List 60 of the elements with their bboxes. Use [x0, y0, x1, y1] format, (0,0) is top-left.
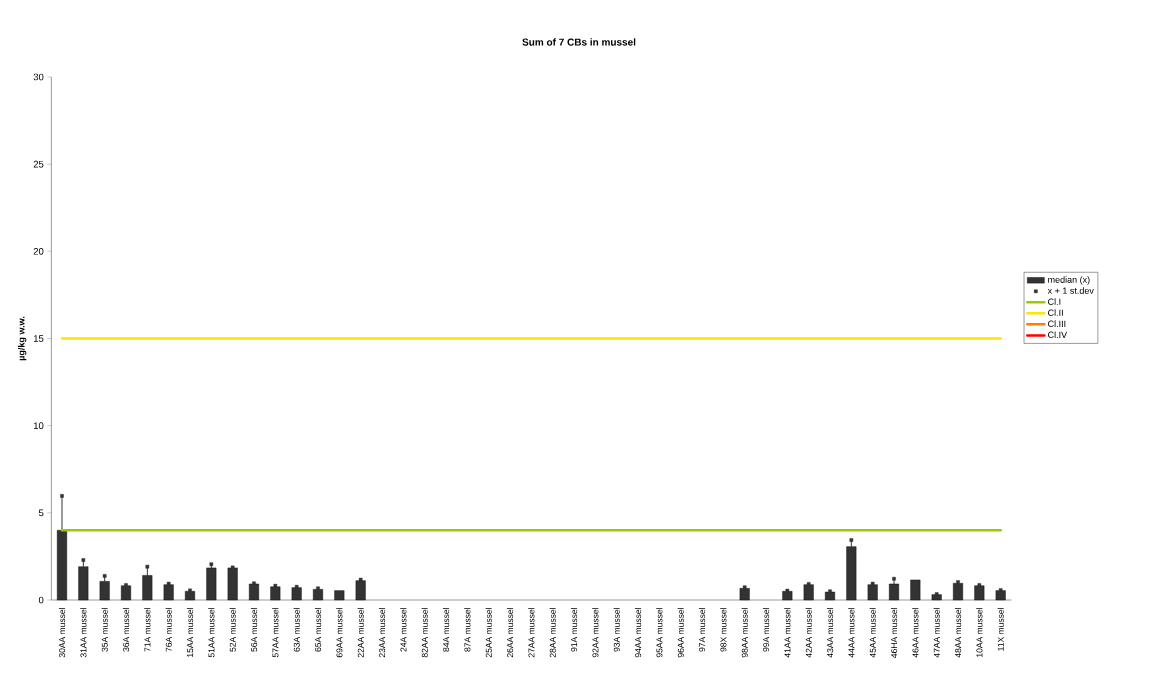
x-tick-label: 57AA mussel: [272, 608, 279, 658]
x-tick-label: 97A mussel: [698, 608, 706, 652]
x-tick-label: 76A mussel: [165, 608, 172, 652]
x-tick-label: 31AA mussel: [80, 608, 87, 658]
x-tick-label: 44AA mussel: [848, 608, 855, 658]
x-tick-label: 35A mussel: [101, 608, 108, 652]
x-tick-label: 94AA mussel: [634, 608, 642, 658]
y-tick-label: 25: [33, 160, 44, 168]
legend-label: Cl.IV: [1048, 331, 1068, 338]
x-tick-label: 92AA mussel: [592, 608, 599, 658]
x-tick-label: 42AA mussel: [805, 608, 812, 658]
y-tick-label: 20: [33, 247, 44, 255]
x-tick-label: 15AA mussel: [186, 608, 194, 657]
x-tick-label: 65A mussel: [314, 608, 322, 652]
y-axis-title: µg/kg w.w.: [17, 316, 27, 361]
x-tick-label: 93A mussel: [613, 608, 620, 652]
legend-label: Cl.III: [1048, 320, 1066, 327]
x-tick-label: 46AA mussel: [912, 608, 919, 658]
x-tick-label: 41AA mussel: [784, 608, 791, 658]
x-tick-label: 30AA mussel: [58, 608, 66, 658]
x-tick-label: 11X mussel: [997, 608, 1004, 651]
x-tick-label: 43AA mussel: [826, 608, 834, 658]
x-tick-label: 98AA mussel: [741, 608, 748, 658]
x-tick-label: 45AA mussel: [869, 608, 876, 658]
y-tick-label: 15: [33, 335, 44, 342]
x-tick-label: 98X mussel: [720, 608, 727, 652]
legend-label: x + 1 st.dev: [1047, 287, 1094, 294]
y-tick-label: 10: [33, 422, 44, 430]
y-tick-label: 0: [38, 596, 44, 604]
legend-label: Cl.II: [1048, 309, 1063, 316]
x-tick-label: 84A mussel: [442, 608, 450, 652]
x-tick-label: 82AA mussel: [421, 608, 428, 658]
x-tick-label: 27AA mussel: [528, 608, 535, 658]
x-tick-label: 23AA mussel: [378, 608, 386, 658]
x-tick-label: 36A mussel: [122, 608, 130, 652]
x-tick-label: 71A mussel: [144, 608, 151, 652]
x-tick-label: 96AA mussel: [677, 608, 684, 658]
legend-label: median (x): [1048, 276, 1090, 285]
x-tick-label: 95AA mussel: [656, 608, 663, 658]
x-tick-label: 69AA mussel: [336, 608, 343, 658]
x-tick-label: 99A mussel: [762, 608, 770, 652]
x-tick-label: 63A mussel: [293, 608, 300, 652]
x-tick-label: 24A mussel: [400, 608, 407, 652]
x-tick-label: 26AA mussel: [506, 608, 514, 658]
x-tick-label: 28AA mussel: [549, 608, 556, 658]
chart-title: Sum of 7 CBs in mussel: [522, 38, 636, 46]
x-tick-label: 51AA mussel: [208, 608, 215, 658]
x-tick-label: 87A mussel: [464, 608, 471, 652]
x-tick-label: 22AA mussel: [357, 608, 364, 658]
x-tick-label: 52A mussel: [229, 608, 236, 652]
x-tick-label: 56A mussel: [250, 608, 258, 652]
x-tick-label: 47AA mussel: [933, 608, 940, 658]
x-tick-label: 48AA mussel: [954, 608, 962, 658]
legend-label: Cl.I: [1048, 298, 1061, 305]
x-tick-label: 91A mussel: [570, 608, 578, 652]
x-tick-label: 46HA mussel: [890, 608, 898, 658]
x-tick-label: 25AA mussel: [485, 608, 492, 658]
x-tick-label: 10AA mussel: [976, 608, 983, 657]
y-tick-label: 30: [33, 73, 44, 81]
y-tick-label: 5: [38, 509, 44, 517]
